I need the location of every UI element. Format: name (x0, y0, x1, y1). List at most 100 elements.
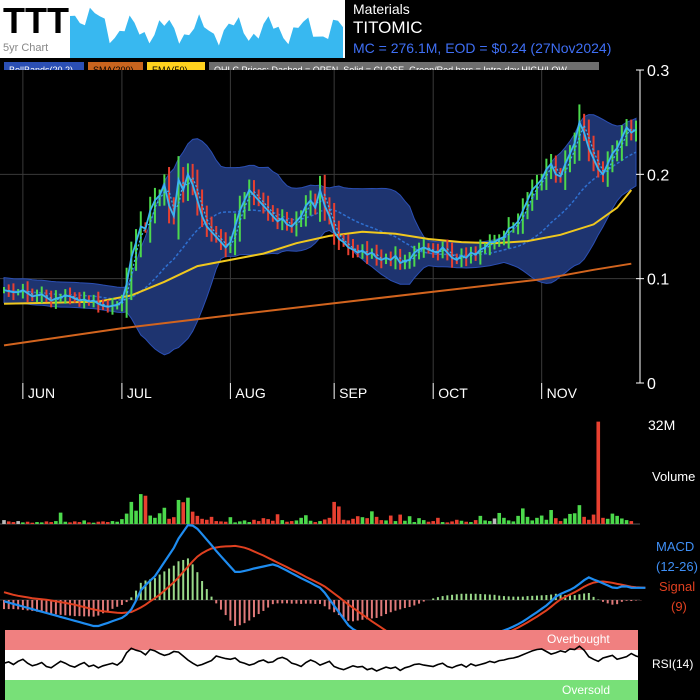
volume-label: Volume (652, 469, 695, 484)
macd-params-label: (12-26) (656, 559, 698, 574)
price-grid (0, 70, 640, 383)
volume-bar (403, 520, 407, 524)
volume-bar (25, 521, 30, 524)
volume-bar (205, 519, 209, 524)
market-summary: MC = 276.1M, EOD = $0.24 (27Nov2024) (353, 40, 611, 56)
volume-bar (332, 501, 336, 524)
volume-bar (308, 520, 313, 524)
sparkline-area (70, 7, 343, 58)
volume-bar (271, 520, 275, 524)
volume-bar (464, 521, 469, 524)
macd-panel: MACD (12-26) Signal (9) (0, 523, 698, 652)
volume-bar (157, 513, 162, 524)
volume-bar (181, 502, 186, 524)
volume-bar (124, 513, 129, 524)
volume-bar (346, 520, 351, 524)
volume-bar (77, 522, 82, 524)
rsi-line (3, 645, 646, 672)
signal-line (3, 544, 646, 651)
volume-bar (30, 522, 35, 524)
volume-bar (582, 516, 586, 524)
volume-bar (620, 518, 624, 524)
volume-bar (223, 521, 228, 524)
volume-bar (365, 518, 369, 524)
oversold-zone (5, 680, 638, 700)
volume-bar (544, 519, 549, 524)
volume-bar (153, 517, 157, 524)
volume-bar (6, 521, 11, 524)
ema50-line (3, 189, 633, 305)
volume-bar (299, 517, 303, 524)
volume-bar (162, 507, 167, 524)
volume-bar (554, 518, 558, 524)
volume-bar (209, 516, 214, 524)
volume-bar (304, 515, 308, 524)
volume-bar (91, 522, 96, 524)
volume-bar (171, 517, 176, 524)
volume-bar (487, 521, 492, 524)
volume-bar (186, 497, 190, 524)
month-label: SEP (339, 385, 367, 401)
month-label: OCT (438, 385, 468, 401)
volume-bars (2, 421, 634, 524)
price-panel: 0.3 0.2 0.1 0 JUN JUL AUG SEP OCT NOV (0, 63, 669, 401)
volume-bar (134, 510, 138, 524)
volume-bar (563, 518, 568, 524)
overbought-zone (5, 630, 638, 650)
volume-bar (426, 521, 431, 524)
volume-bar (506, 520, 511, 524)
volume-bar (266, 519, 270, 524)
volume-bar (87, 522, 91, 524)
month-label: AUG (235, 385, 265, 401)
ohlc-bars (3, 104, 637, 318)
volume-bar (535, 517, 539, 524)
volume-bar (398, 514, 402, 524)
price-y-tick-label: 0.1 (647, 272, 669, 289)
volume-bar (167, 518, 171, 524)
spark-label: 5yr Chart (3, 42, 48, 54)
volume-bar (2, 520, 6, 524)
month-label: JUN (28, 385, 55, 401)
volume-bar (497, 512, 502, 524)
volume-bar (214, 521, 219, 524)
volume-bar (318, 521, 322, 524)
volume-bar (96, 521, 101, 524)
volume-bar (115, 521, 119, 524)
volume-bar (110, 521, 115, 524)
volume-bar (521, 508, 525, 524)
volume-bar (624, 520, 629, 524)
volume-bar (101, 521, 105, 524)
volume-bar (393, 521, 398, 524)
volume-bar (138, 494, 143, 524)
volume-bar (431, 521, 435, 524)
volume-bar (44, 521, 49, 524)
volume-bar (280, 520, 285, 524)
signal-params-label: (9) (671, 599, 687, 614)
volume-bar (445, 522, 450, 524)
volume-bar (417, 518, 421, 524)
volume-bar (322, 519, 327, 524)
volume-bar (525, 516, 530, 524)
volume-bar (384, 520, 388, 524)
volume-bar (577, 505, 582, 524)
macd-label: MACD (656, 539, 694, 554)
volume-bar (615, 515, 619, 524)
volume-bar (473, 520, 478, 524)
signal-label: Signal (659, 579, 695, 594)
volume-bar (228, 517, 233, 524)
volume-bar (492, 518, 497, 524)
five-year-sparkline (70, 7, 343, 58)
bollinger-band (3, 114, 637, 356)
sma200-line (3, 262, 632, 347)
volume-bar (351, 518, 355, 524)
price-y-axis: 0.3 0.2 0.1 0 (636, 63, 669, 393)
volume-bar (82, 520, 86, 524)
volume-panel: 32M Volume (0, 417, 695, 525)
volume-bar (440, 522, 445, 524)
volume-bar (63, 521, 68, 524)
volume-bar (610, 513, 615, 524)
volume-bar (502, 517, 506, 524)
volume-bar (549, 510, 553, 524)
volume-bar (313, 522, 318, 524)
